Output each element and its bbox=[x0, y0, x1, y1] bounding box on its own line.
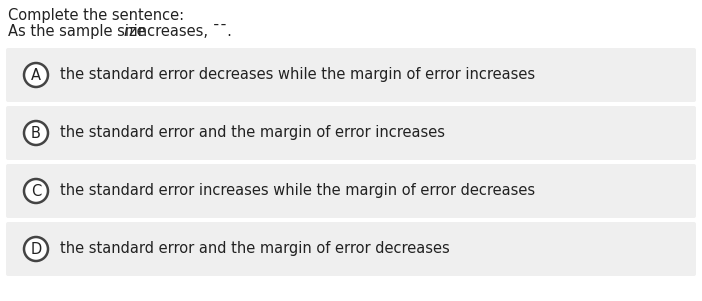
Text: D: D bbox=[30, 241, 41, 256]
Circle shape bbox=[24, 63, 48, 87]
Text: C: C bbox=[31, 184, 41, 198]
Circle shape bbox=[24, 179, 48, 203]
Text: n: n bbox=[124, 24, 133, 39]
Text: the standard error increases while the margin of error decreases: the standard error increases while the m… bbox=[60, 184, 535, 198]
Text: A: A bbox=[31, 67, 41, 82]
Text: the standard error and the margin of error decreases: the standard error and the margin of err… bbox=[60, 241, 450, 256]
Text: increases, ¯¯.: increases, ¯¯. bbox=[129, 24, 232, 39]
FancyBboxPatch shape bbox=[6, 48, 696, 102]
FancyBboxPatch shape bbox=[6, 222, 696, 276]
Text: the standard error decreases while the margin of error increases: the standard error decreases while the m… bbox=[60, 67, 535, 82]
Circle shape bbox=[24, 121, 48, 145]
Text: the standard error and the margin of error increases: the standard error and the margin of err… bbox=[60, 126, 445, 141]
Circle shape bbox=[24, 237, 48, 261]
Text: Complete the sentence:: Complete the sentence: bbox=[8, 8, 184, 23]
FancyBboxPatch shape bbox=[6, 164, 696, 218]
Text: As the sample size: As the sample size bbox=[8, 24, 150, 39]
Text: B: B bbox=[31, 126, 41, 141]
FancyBboxPatch shape bbox=[6, 106, 696, 160]
